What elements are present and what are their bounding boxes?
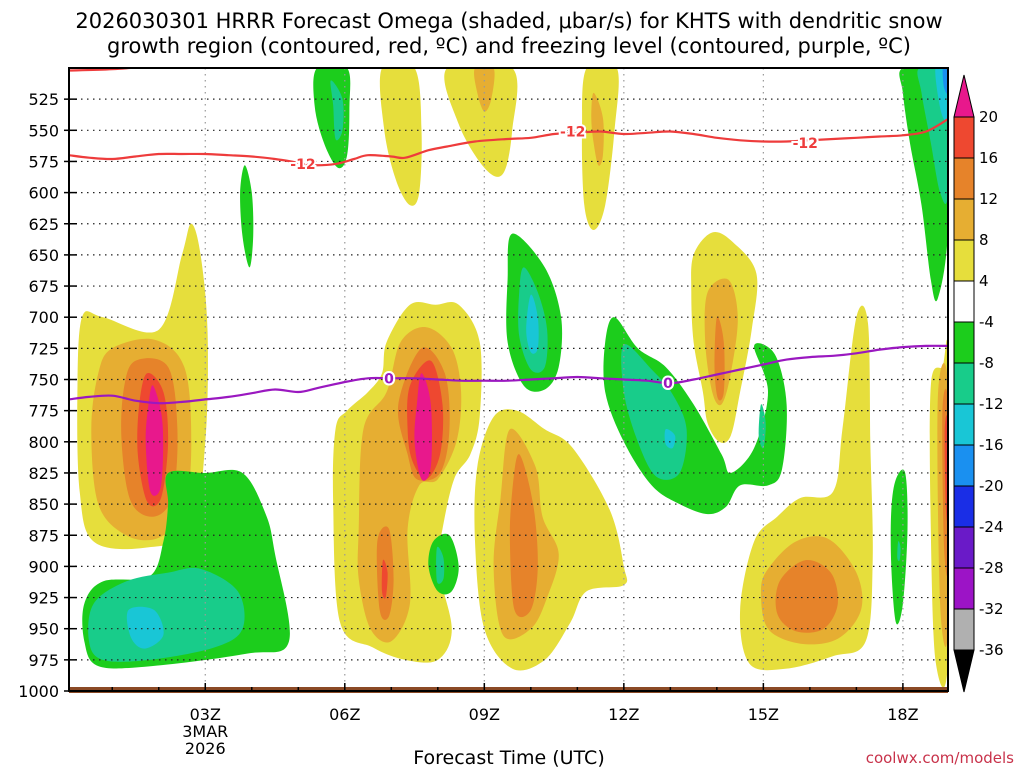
colorbar-label: 20 (979, 108, 998, 126)
chart-title-line2: growth region (contoured, red, ºC) and f… (107, 34, 911, 58)
omega-region--16 (664, 429, 676, 449)
omega-region-20 (414, 373, 432, 481)
y-tick-label: 675 (28, 277, 59, 296)
y-tick-label: 900 (28, 557, 59, 576)
x-tick-label: 12Z (608, 705, 639, 724)
colorbar-box (953, 116, 975, 159)
colorbar-label: 4 (979, 272, 989, 290)
omega-region--8 (313, 68, 351, 169)
y-tick-label: 925 (28, 589, 59, 608)
colorbar-below-arrow (953, 649, 975, 693)
y-tick-label: 825 (28, 464, 59, 483)
colorbar-label: -12 (979, 395, 1004, 413)
colorbar-label: -24 (979, 518, 1004, 536)
omega-region--20 (942, 68, 948, 94)
colorbar-box (953, 280, 975, 323)
chart-title-line1: 2026030301 HRRR Forecast Omega (shaded, … (75, 9, 942, 33)
omega-region--12 (436, 546, 445, 584)
colorbar-label: 8 (979, 231, 989, 249)
y-tick-label: 750 (28, 371, 59, 390)
credit-text: coolwx.com/models (866, 749, 1014, 767)
colorbar-label: 16 (979, 149, 998, 167)
colorbar-box (953, 198, 975, 241)
x-tick-label: 03Z (190, 705, 221, 724)
x-axis-label: Forecast Time (UTC) (413, 747, 604, 768)
y-tick-label: 575 (28, 152, 59, 171)
colorbar-label: -32 (979, 600, 1004, 618)
colorbar: 20 16 12 8 4 -4 -8 -12 -16 -20 -24 -28 -32 -36 (953, 74, 1004, 693)
colorbar-label: -36 (979, 641, 1004, 659)
x-tick-date: 3MAR (182, 722, 228, 741)
colorbar-box (953, 321, 975, 364)
y-tick-label: 650 (28, 246, 59, 265)
y-tick-label: 700 (28, 308, 59, 327)
x-tick-year: 2026 (185, 739, 226, 758)
freezing-level-label: 0 (384, 371, 394, 387)
y-tick-label: 550 (28, 121, 59, 140)
colorbar-box (953, 157, 975, 200)
colorbar-box (953, 608, 975, 651)
x-tick-label: 15Z (748, 705, 779, 724)
omega-region-4 (379, 68, 422, 206)
freezing-level-line (69, 344, 948, 405)
colorbar-label: -8 (979, 354, 994, 372)
y-axis: 525 550 575 600 625 650 675 700 725 750 775 800 825 8… (18, 90, 77, 701)
omega-region--12 (330, 80, 344, 141)
dendritic-growth-region-label: -12 (560, 125, 585, 141)
x-tick-label: 06Z (329, 705, 360, 724)
dendritic-growth-region-line (69, 68, 143, 72)
omega-region-12 (509, 454, 538, 618)
colorbar-box (953, 485, 975, 528)
omega-region-20 (145, 385, 164, 496)
colorbar-label: -28 (979, 559, 1004, 577)
dendritic-growth-region-label: -12 (290, 157, 315, 173)
colorbar-box (953, 403, 975, 446)
y-tick-label: 875 (28, 526, 59, 545)
omega-region--16 (126, 606, 164, 649)
contours: -12 -12 -12 0 0 (69, 68, 948, 405)
omega-region--12 (758, 404, 766, 449)
y-tick-label: 525 (28, 90, 59, 109)
omega-region-4 (444, 68, 518, 177)
colorbar-above-arrow (953, 74, 975, 118)
omega-region-8 (474, 68, 495, 112)
x-tick-label: 09Z (469, 705, 500, 724)
colorbar-label: 12 (979, 190, 998, 208)
omega-region--8 (240, 165, 254, 268)
colorbar-label: -4 (979, 313, 994, 331)
dendritic-growth-region-label: -12 (793, 136, 818, 152)
colorbar-box (953, 444, 975, 487)
omega-region-12 (775, 559, 839, 633)
omega-region-8 (591, 92, 604, 166)
y-tick-label: 725 (28, 339, 59, 358)
omega-region--16 (526, 294, 539, 354)
omega-region--12 (897, 541, 901, 561)
y-tick-label: 1000 (18, 682, 59, 701)
y-tick-label: 950 (28, 620, 59, 639)
colorbar-box (953, 362, 975, 405)
colorbar-label: -16 (979, 436, 1004, 454)
y-tick-label: 975 (28, 651, 59, 670)
y-tick-label: 775 (28, 402, 59, 421)
dendritic-growth-region-line (69, 118, 948, 167)
colorbar-box (953, 526, 975, 569)
grid (69, 68, 948, 691)
y-tick-label: 850 (28, 495, 59, 514)
colorbar-box (953, 239, 975, 282)
y-tick-label: 600 (28, 184, 59, 203)
freezing-level-label: 0 (663, 376, 673, 392)
colorbar-label: -20 (979, 477, 1004, 495)
x-tick-label: 18Z (887, 705, 918, 724)
omega-region-16 (381, 559, 388, 599)
y-tick-label: 625 (28, 215, 59, 234)
y-tick-label: 800 (28, 433, 59, 452)
colorbar-box (953, 567, 975, 610)
